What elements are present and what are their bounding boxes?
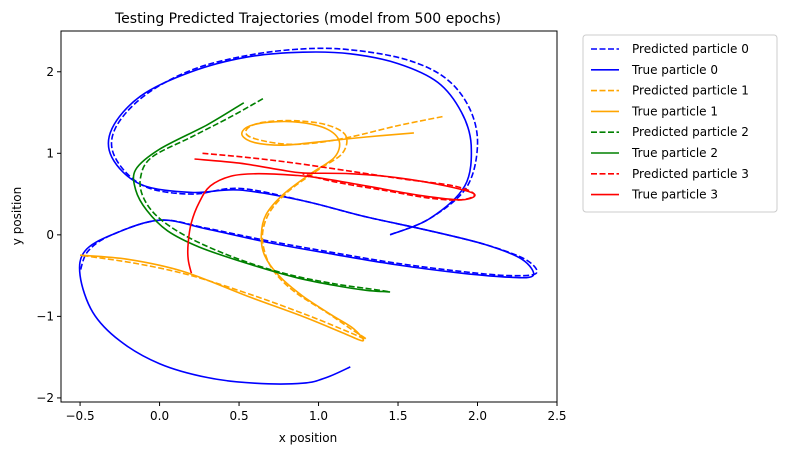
series-line-4 (139, 98, 391, 293)
y-axis: −2 −1 0 1 2 (36, 65, 61, 405)
y-tick-label: 0 (46, 228, 54, 242)
series-lines (78, 47, 538, 385)
plot-frame (60, 30, 558, 403)
x-tick-label: 2.0 (468, 409, 487, 423)
chart-title: Testing Predicted Trajectories (model fr… (114, 11, 501, 27)
legend-box (582, 34, 778, 213)
x-tick-label: −0.5 (66, 409, 95, 423)
series-line-6 (202, 152, 476, 201)
legend-entry-5: True particle 2 (631, 146, 718, 160)
legend-entry-0: Predicted particle 0 (632, 42, 749, 56)
series-line-3 (80, 120, 414, 342)
legend-entry-6: Predicted particle 3 (632, 167, 749, 181)
y-axis-label: y position (10, 187, 24, 245)
plot-area (60, 30, 558, 403)
x-tick-label: 1.5 (388, 409, 407, 423)
y-tick-label: −2 (36, 391, 54, 405)
legend-entry-2: Predicted particle 1 (632, 84, 749, 98)
series-line-5 (132, 102, 391, 293)
series-line-2 (79, 115, 443, 341)
x-axis: −0.5 0.0 0.5 1.0 1.5 2.0 2.5 (66, 402, 567, 423)
series-line-0 (79, 47, 538, 277)
legend-entry-7: True particle 3 (631, 188, 718, 202)
y-tick-label: −1 (36, 309, 54, 323)
series-line-7 (186, 158, 476, 274)
legend-entry-1: True particle 0 (631, 63, 718, 77)
x-tick-label: 2.5 (547, 409, 566, 423)
legend: Predicted particle 0 True particle 0 Predi… (582, 34, 778, 213)
legend-entry-3: True particle 1 (631, 104, 718, 118)
x-tick-label: 0.5 (230, 409, 249, 423)
x-tick-label: 0.0 (150, 409, 169, 423)
legend-entry-4: Predicted particle 2 (632, 125, 749, 139)
y-tick-label: 2 (46, 65, 54, 79)
y-tick-label: 1 (46, 146, 54, 160)
x-tick-label: 1.0 (309, 409, 328, 423)
series-line-1 (78, 51, 535, 385)
x-axis-label: x position (279, 431, 337, 445)
